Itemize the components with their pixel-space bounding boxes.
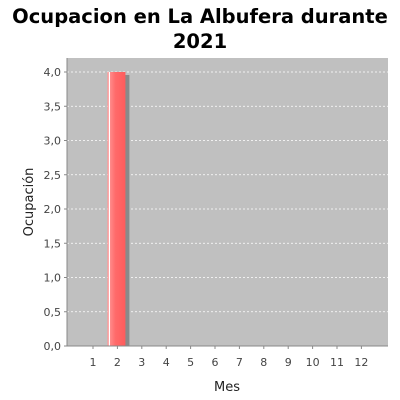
x-tick-label: 1 [90, 356, 97, 369]
y-tick-label: 0,0 [44, 340, 62, 353]
chart-title-line-2: 2021 [172, 30, 228, 53]
x-tick-label: 5 [187, 356, 194, 369]
x-tick-label: 11 [330, 356, 344, 369]
y-tick-label: 0,5 [44, 306, 62, 319]
bars [107, 72, 130, 346]
x-tick-label: 4 [163, 356, 170, 369]
y-tick-label: 3,5 [44, 100, 62, 113]
x-axis-ticks: 1 2 3 4 5 6 7 8 9 10 11 12 [90, 346, 368, 369]
bar [107, 72, 126, 346]
y-tick-label: 3,0 [44, 135, 62, 148]
x-tick-label: 2 [114, 356, 121, 369]
y-tick-label: 4,0 [44, 66, 62, 79]
y-tick-label: 2,0 [44, 203, 62, 216]
x-tick-label: 10 [306, 356, 320, 369]
x-tick-label: 9 [285, 356, 292, 369]
x-axis-label: Mes [214, 380, 240, 395]
y-tick-label: 1,5 [44, 237, 62, 250]
chart-title: Ocupacion en La Albufera durante 2021 [0, 4, 400, 54]
y-axis-ticks: 0,0 0,5 1,0 1,5 2,0 2,5 3,0 3,5 4,0 [44, 66, 67, 353]
y-tick-label: 1,0 [44, 272, 62, 285]
x-tick-label: 12 [354, 356, 368, 369]
y-axis-label: Ocupación [22, 168, 37, 237]
x-tick-label: 7 [236, 356, 243, 369]
x-tick-label: 6 [212, 356, 219, 369]
y-tick-label: 2,5 [44, 169, 62, 182]
chart-title-line-1: Ocupacion en La Albufera durante [12, 5, 388, 28]
x-tick-label: 3 [138, 356, 145, 369]
x-tick-label: 8 [260, 356, 267, 369]
